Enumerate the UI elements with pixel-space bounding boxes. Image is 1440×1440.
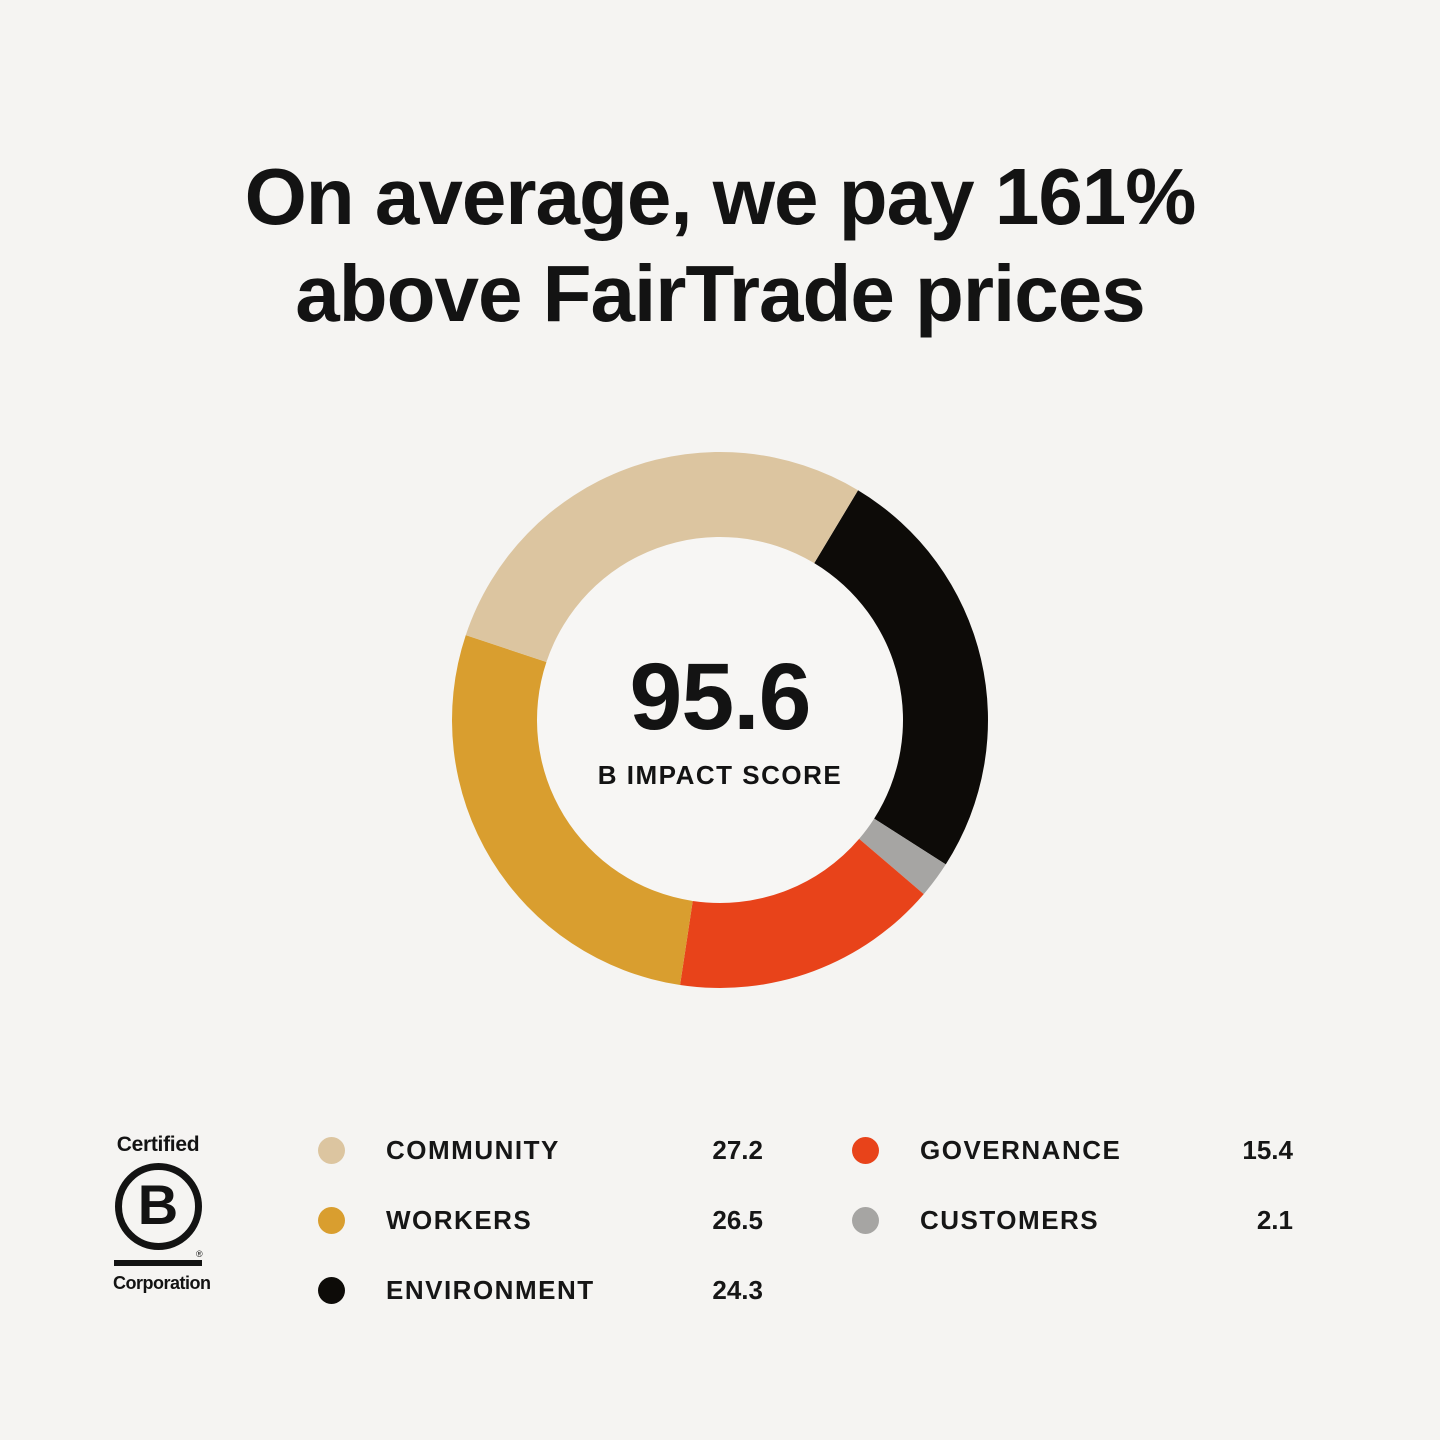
legend-column-right: GOVERNANCE 15.4 CUSTOMERS 2.1 <box>852 1134 1293 1276</box>
page-title: On average, we pay 161% above FairTrade … <box>0 148 1440 342</box>
legend-label: COMMUNITY <box>386 1134 560 1165</box>
donut-segment-customers <box>859 818 946 895</box>
legend-value: 2.1 <box>1256 1204 1293 1235</box>
legend-value: 27.2 <box>712 1134 763 1165</box>
donut-chart <box>451 452 988 989</box>
donut-hole <box>537 537 903 903</box>
registered-trademark-icon: ® <box>196 1249 203 1259</box>
legend-label: WORKERS <box>386 1204 533 1235</box>
title-line-1: On average, we pay 161% <box>244 152 1197 241</box>
bcorp-certified-text: Certified <box>116 1133 200 1156</box>
donut-segment-environment <box>814 490 988 865</box>
legend-item-environment: ENVIRONMENT 24.3 <box>318 1274 763 1305</box>
customers-color-dot-icon <box>852 1206 879 1234</box>
legend-column-left: COMMUNITY 27.2 WORKERS 26.5 ENVIRONMENT … <box>318 1134 763 1346</box>
donut-chart-wrap <box>430 430 1010 1010</box>
legend-item-community: COMMUNITY 27.2 <box>318 1134 763 1165</box>
legend-value: 15.4 <box>1242 1134 1293 1165</box>
donut-segment-governance <box>680 838 924 989</box>
legend-label: GOVERNANCE <box>920 1134 1122 1165</box>
legend-label: ENVIRONMENT <box>386 1274 595 1305</box>
donut-segment-workers <box>451 635 693 986</box>
legend-value: 26.5 <box>712 1204 763 1235</box>
title-line-2: above FairTrade prices <box>295 249 1146 338</box>
bcorp-b-letter: B <box>137 1172 179 1236</box>
environment-color-dot-icon <box>318 1276 345 1304</box>
bcorp-certification-logo: Certified B ® Corporation <box>113 1133 211 1294</box>
donut-segment-community <box>465 452 859 663</box>
community-color-dot-icon <box>318 1136 345 1164</box>
legend-label: CUSTOMERS <box>920 1204 1100 1235</box>
bcorp-corporation-text: Corporation <box>113 1273 211 1293</box>
legend-item-workers: WORKERS 26.5 <box>318 1204 763 1235</box>
legend-value: 24.3 <box>712 1274 763 1305</box>
bcorp-divider-bar <box>114 1260 202 1266</box>
governance-color-dot-icon <box>852 1136 879 1164</box>
workers-color-dot-icon <box>318 1206 345 1234</box>
legend-item-customers: CUSTOMERS 2.1 <box>852 1204 1293 1235</box>
legend-item-governance: GOVERNANCE 15.4 <box>852 1134 1293 1165</box>
bcorp-b-mark-icon: B <box>114 1163 202 1250</box>
